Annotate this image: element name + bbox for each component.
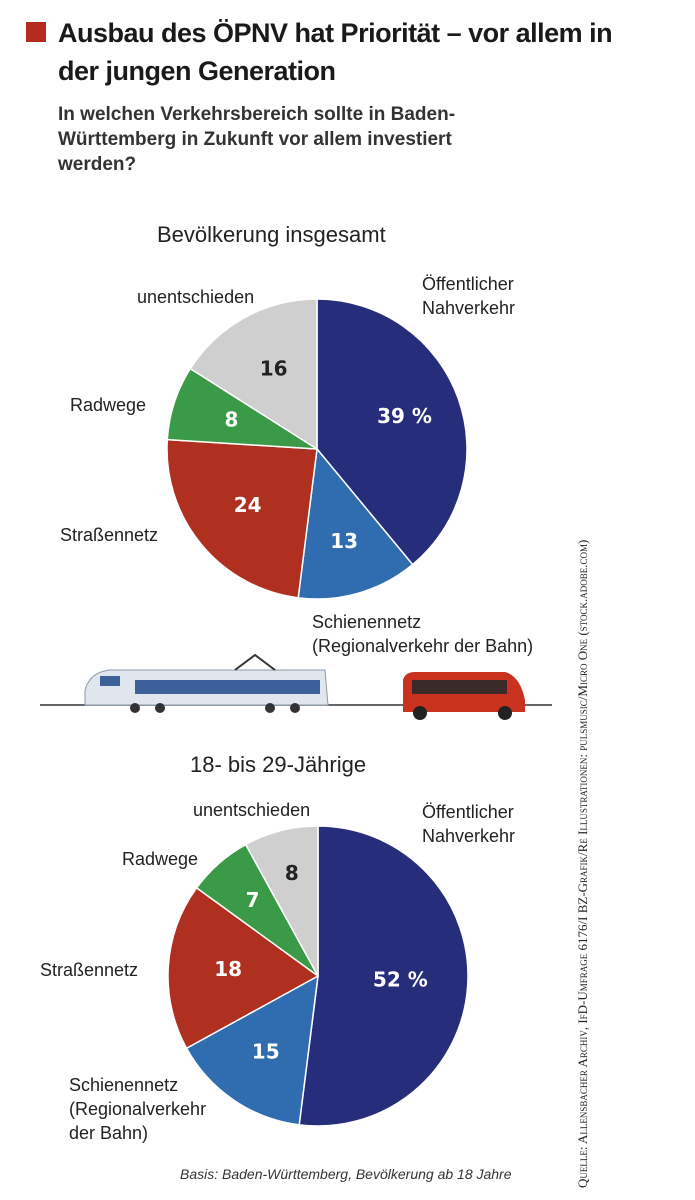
title-marker — [26, 22, 46, 42]
subtitle: In welchen Verkehrsbereich sollte in Bad… — [58, 104, 456, 175]
pie-slice — [298, 825, 469, 1127]
title: Ausbau des ÖPNV hat Priorität – vor alle… — [58, 18, 613, 86]
pie-slice — [316, 298, 468, 566]
value-label: 52 % — [373, 968, 428, 992]
pie-slice — [167, 886, 320, 1050]
value-label: 15 — [252, 1039, 280, 1063]
pie-slice — [189, 298, 318, 451]
illustration — [40, 653, 552, 720]
category-label: unentschieden — [137, 287, 255, 307]
pie-slice — [297, 447, 414, 600]
category-label: Öffentlicher Nahverkehr — [422, 802, 516, 846]
pie-slice — [166, 438, 318, 599]
category-label: Radwege — [70, 395, 147, 415]
pie-slice — [185, 974, 319, 1126]
footnote: Basis: Baden-Württemberg, Bevölkerung ab… — [180, 1166, 512, 1182]
value-label: 39 % — [377, 404, 432, 428]
category-label: Straßennetz — [60, 525, 159, 545]
source: Quelle: Allensbacher Archiv, IfD-Umfrage… — [575, 539, 590, 1188]
chart-title: Bevölkerung insgesamt — [157, 222, 386, 247]
value-label: 8 — [285, 861, 299, 885]
value-label: 16 — [260, 357, 288, 381]
category-label: Schienennetz (Regionalverkehr der Bahn) — [312, 612, 534, 656]
category-label: Schienennetz (Regionalverkehr der Bahn) — [69, 1075, 207, 1143]
category-label: Öffentlicher Nahverkehr — [422, 274, 516, 318]
category-label: Radwege — [122, 849, 199, 869]
category-label: unentschieden — [193, 800, 311, 820]
pie-slice — [244, 825, 319, 977]
category-label: Straßennetz — [40, 960, 139, 980]
value-label: 18 — [214, 957, 242, 981]
value-label: 13 — [330, 529, 358, 553]
value-label: 7 — [246, 888, 260, 912]
chart-title: 18- bis 29-Jährige — [190, 752, 367, 777]
value-label: 8 — [224, 408, 238, 432]
value-label: 24 — [234, 493, 262, 517]
